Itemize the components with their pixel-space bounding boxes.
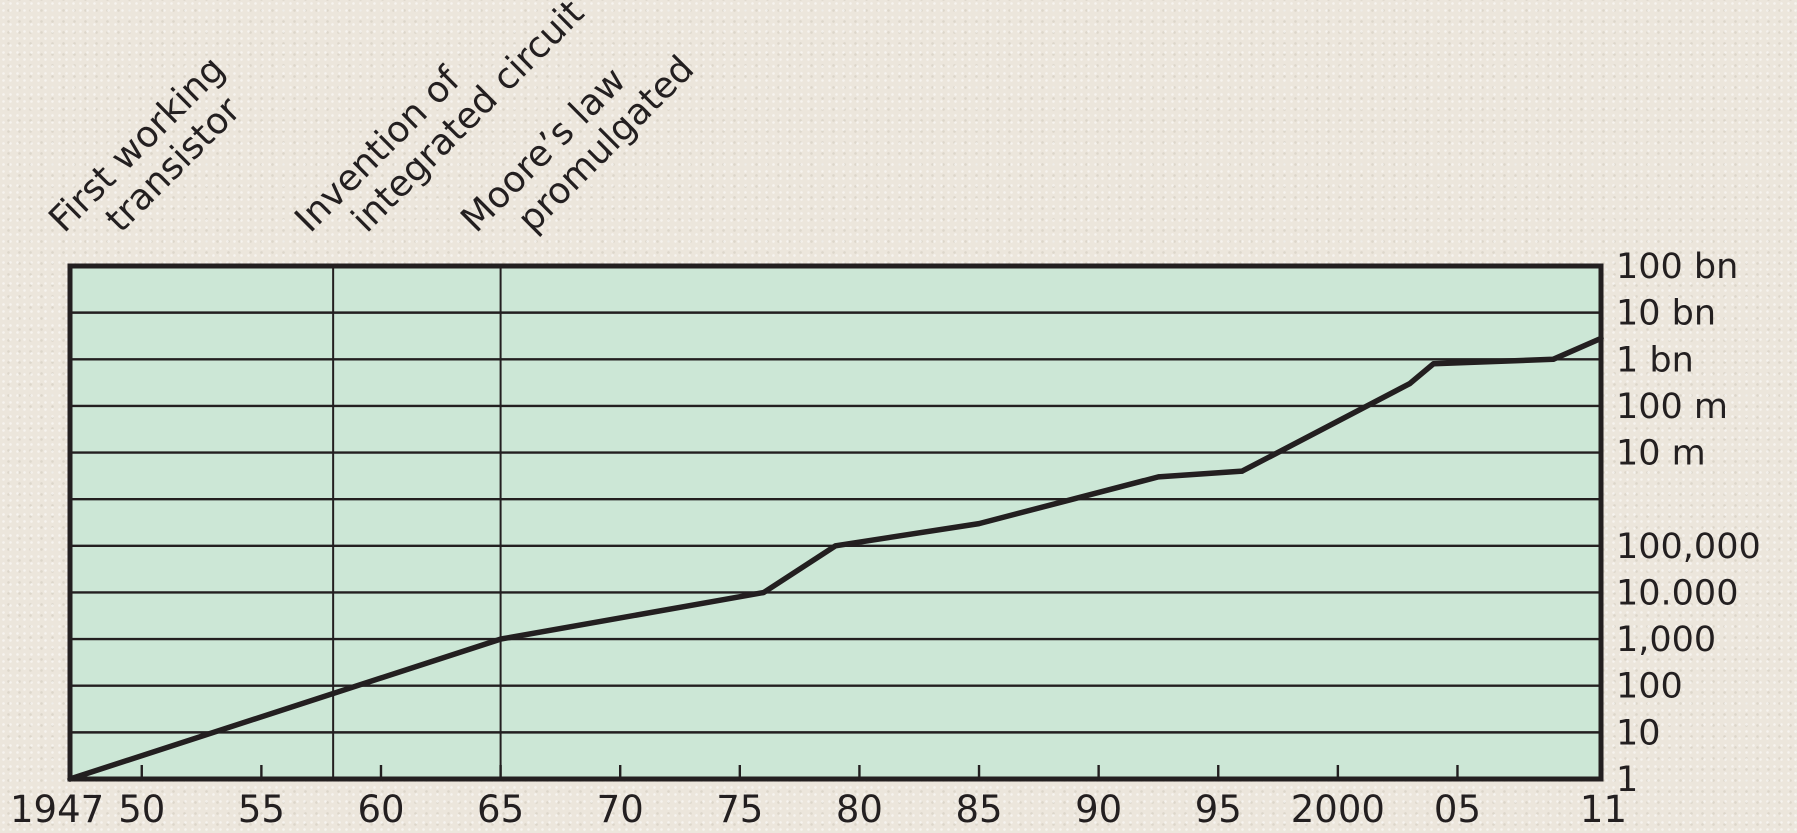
y-tick-label: 10 m [1616, 434, 1706, 474]
data-point [1407, 381, 1413, 387]
x-tick-label: 85 [955, 788, 1002, 831]
x-tick-label: 70 [597, 788, 644, 831]
data-point [1550, 356, 1556, 362]
data-point [976, 520, 982, 527]
y-tick-label: 100 m [1616, 387, 1728, 427]
gridlines [70, 264, 1601, 781]
x-tick-label: 60 [357, 788, 404, 831]
x-tick-label: 75 [716, 788, 763, 831]
x-tick-label: 90 [1075, 788, 1122, 831]
y-tick-label: 1 bn [1616, 340, 1694, 380]
x-tick-label: 95 [1195, 788, 1242, 831]
y-tick-label: 100 [1616, 667, 1683, 707]
y-axis: 1 10 100 1,000 10.000 100,000 10 m 100 m 1 bn 10 … [1616, 247, 1761, 800]
x-tick-label: 1947 [10, 788, 104, 831]
x-tick-label: 65 [477, 788, 524, 831]
x-tick-label: 80 [836, 788, 883, 831]
data-point [1430, 361, 1437, 367]
x-tick-label: 05 [1434, 788, 1481, 831]
data-point [497, 636, 504, 642]
y-tick-label: 100,000 [1616, 527, 1761, 567]
y-tick-label: 100 bn [1616, 247, 1738, 287]
series-layer [67, 335, 1604, 782]
plot-frame [67, 263, 1604, 782]
data-point [1239, 468, 1245, 474]
y-tick-label: 10.000 [1616, 573, 1738, 613]
data-point [761, 589, 767, 596]
x-axis: 1947 50 55 60 65 70 75 80 85 90 95 2000 05 11 [10, 765, 1627, 831]
y-tick-label: 10 bn [1616, 294, 1716, 334]
x-tick-label: 50 [118, 788, 165, 831]
data-point [1155, 474, 1162, 480]
y-tick-label: 1 [1616, 760, 1638, 800]
x-tick-label: 11 [1580, 788, 1627, 831]
y-tick-label: 1,000 [1616, 620, 1716, 660]
x-tick-label: 55 [238, 788, 285, 831]
y-tick-label: 10 [1616, 713, 1661, 753]
x-tick-label: 2000 [1291, 788, 1385, 831]
data-point [832, 543, 839, 549]
